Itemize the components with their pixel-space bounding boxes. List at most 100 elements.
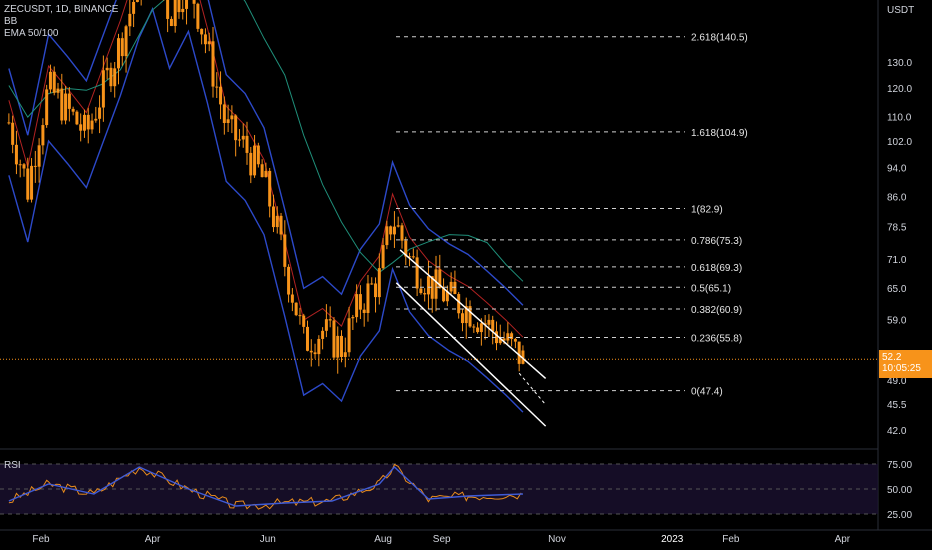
- candle-body: [14, 144, 18, 165]
- candle-body: [381, 245, 385, 269]
- candle-body: [26, 168, 30, 200]
- candle-body: [502, 338, 506, 341]
- candle-body: [200, 28, 204, 35]
- candle-body: [132, 1, 136, 14]
- candle-body: [377, 268, 381, 298]
- candle-body: [94, 118, 98, 121]
- symbol-title: ZECUSDT, 1D, BINANCE: [4, 4, 119, 15]
- candle-body: [487, 319, 491, 325]
- candle-body: [476, 327, 480, 333]
- candle-body: [351, 317, 355, 319]
- candle-body: [362, 309, 366, 313]
- candle-body: [245, 135, 249, 153]
- candle-body: [358, 294, 362, 310]
- candle-body: [457, 294, 461, 314]
- candle-body: [113, 68, 117, 87]
- candle-body: [226, 119, 230, 123]
- candle-body: [521, 350, 525, 364]
- price-tick-label: 59.0: [887, 315, 907, 326]
- candle-body: [464, 306, 468, 324]
- rsi-pane-label[interactable]: RSI: [4, 460, 21, 471]
- candle-body: [324, 319, 328, 331]
- candle-body: [230, 115, 234, 120]
- candle-body: [294, 302, 298, 316]
- price-tick-label: 86.0: [887, 193, 907, 204]
- candle-body: [404, 240, 408, 257]
- candle-body: [192, 0, 196, 4]
- price-tick-label: 94.0: [887, 164, 907, 175]
- candle-body: [366, 283, 370, 313]
- ema-100-line: [8, 0, 524, 282]
- current-price-badge: 52.2 10:05:25: [879, 350, 932, 378]
- candle-body: [423, 293, 427, 295]
- candle-body: [494, 331, 498, 344]
- candle-body: [426, 276, 430, 295]
- candle-body: [275, 215, 279, 228]
- candle-body: [430, 276, 434, 299]
- candle-body: [101, 70, 105, 108]
- fib-level-label: 0.382(60.9): [691, 305, 742, 316]
- candle-body: [305, 326, 309, 351]
- candle-body: [177, 0, 181, 13]
- candle-body: [45, 89, 49, 126]
- candle-body: [411, 256, 415, 258]
- candle-body: [434, 269, 438, 299]
- price-axis-unit[interactable]: USDT: [887, 5, 915, 16]
- ema-50-line: [8, 0, 524, 338]
- price-tick-label: 120.0: [887, 84, 912, 95]
- indicator-ema[interactable]: EMA 50/100: [4, 28, 59, 39]
- price-tick-label: 42.0: [887, 426, 907, 437]
- candle-body: [116, 38, 120, 69]
- bollinger-lower: [8, 6, 524, 413]
- candle-body: [400, 225, 404, 241]
- candle-body: [298, 315, 302, 317]
- price-tick-label: 65.0: [887, 284, 907, 295]
- fib-level-label: 1(82.9): [691, 205, 723, 216]
- candle-body: [241, 135, 245, 140]
- candle-body: [419, 288, 423, 294]
- candle-body: [237, 139, 241, 141]
- candle-body: [56, 88, 60, 93]
- candle-body: [22, 164, 26, 169]
- candle-body: [120, 38, 124, 57]
- candle-body: [290, 294, 294, 303]
- candle-body: [328, 319, 332, 321]
- candle-body: [249, 152, 253, 176]
- candle-body: [48, 71, 52, 90]
- rsi-tick-label: 25.00: [887, 510, 912, 521]
- candle-body: [52, 71, 56, 93]
- candle-body: [460, 313, 464, 324]
- time-tick-label: Nov: [548, 534, 566, 545]
- rsi-line: [8, 463, 522, 510]
- channel-lower-line: [395, 282, 547, 427]
- price-tick-label: 45.5: [887, 400, 907, 411]
- price-tick-label: 49.0: [887, 376, 907, 387]
- fib-level-label: 1.618(104.9): [691, 128, 748, 139]
- candle-body: [442, 288, 446, 302]
- time-tick-label: Feb: [722, 534, 740, 545]
- time-tick-label: Aug: [374, 534, 392, 545]
- channel-upper-line: [399, 249, 547, 380]
- candle-body: [222, 104, 226, 123]
- candle-body: [75, 111, 79, 125]
- time-tick-label: Sep: [433, 534, 451, 545]
- candle-body: [287, 266, 291, 295]
- candle-body: [510, 333, 514, 339]
- indicator-bb[interactable]: BB: [4, 16, 18, 27]
- candle-body: [215, 86, 219, 88]
- candle-body: [408, 256, 412, 258]
- candle-body: [82, 114, 86, 131]
- candle-body: [253, 145, 257, 176]
- candle-body: [18, 164, 22, 166]
- candle-body: [135, 0, 139, 2]
- candle-body: [309, 350, 313, 353]
- time-tick-label: 2023: [661, 534, 684, 545]
- fib-level-label: 0.5(65.1): [691, 283, 731, 294]
- candle-body: [211, 41, 215, 87]
- chart-legend: ZECUSDT, 1D, BINANCE BB EMA 50/100: [4, 4, 118, 40]
- bollinger-upper: [8, 0, 524, 306]
- time-tick-label: Feb: [32, 534, 50, 545]
- candle-body: [506, 333, 510, 341]
- candle-body: [256, 145, 260, 165]
